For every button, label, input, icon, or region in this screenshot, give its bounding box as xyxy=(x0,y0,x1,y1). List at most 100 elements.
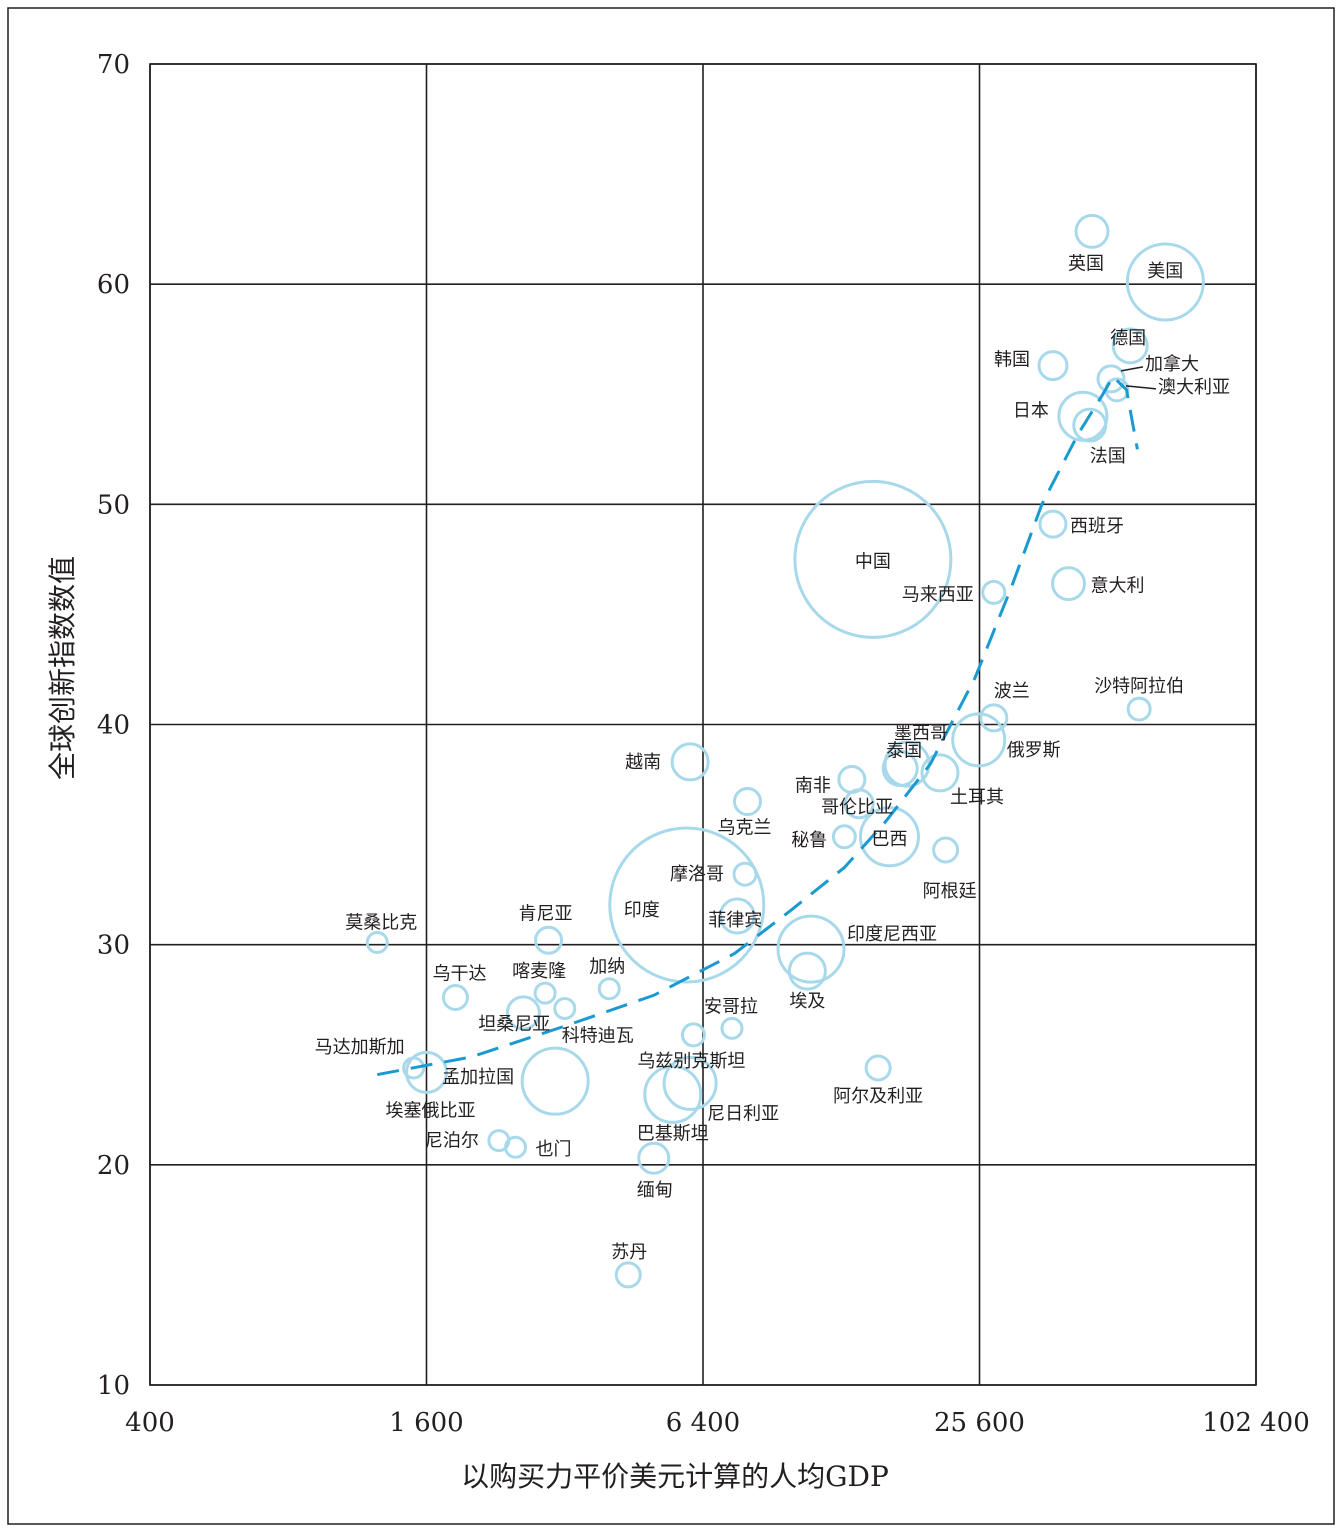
country-label: 莫桑比克 xyxy=(345,913,417,934)
bubble-point xyxy=(1096,364,1126,394)
x-tick-label: 400 xyxy=(125,1408,175,1438)
grid xyxy=(149,63,1257,1386)
y-axis-title: 全球创新指数数值 xyxy=(46,556,79,780)
country-label: 阿尔及利亚 xyxy=(833,1086,923,1107)
country-label: 沙特阿拉伯 xyxy=(1094,676,1184,697)
bubble-point xyxy=(1074,213,1110,249)
country-label: 墨西哥 xyxy=(894,723,948,744)
country-label: 喀麦隆 xyxy=(512,961,566,982)
bubble-point xyxy=(643,1064,703,1124)
bubble-point xyxy=(505,995,541,1031)
country-label: 加纳 xyxy=(589,957,625,978)
country-label: 俄罗斯 xyxy=(1007,740,1061,761)
trend-line-path xyxy=(377,374,1139,1077)
y-tick-label: 40 xyxy=(97,711,130,741)
country-label: 巴西 xyxy=(872,829,908,850)
y-tick-label: 60 xyxy=(97,270,130,300)
country-label: 乌兹别克斯坦 xyxy=(637,1051,745,1072)
country-label: 土耳其 xyxy=(950,787,1004,808)
bubble-point xyxy=(597,977,621,1001)
bubble-point xyxy=(864,1054,892,1082)
country-label: 马达加斯加 xyxy=(315,1037,405,1058)
country-label: 埃塞俄比亚 xyxy=(386,1100,476,1121)
bubble-point xyxy=(1125,242,1205,322)
country-label: 加拿大 xyxy=(1145,353,1199,375)
bubble-point xyxy=(533,981,557,1005)
country-label: 泰国 xyxy=(886,741,922,762)
label-leader-line xyxy=(1125,385,1157,390)
y-tick-label: 70 xyxy=(97,50,130,80)
country-label: 哥伦比亚 xyxy=(821,797,893,818)
x-axis-title: 以购买力平价美元计算的人均GDP xyxy=(461,1460,889,1493)
x-tick-label: 102 400 xyxy=(1202,1408,1310,1438)
bubble-point xyxy=(405,1050,448,1094)
country-label: 中国 xyxy=(855,551,891,572)
country-label: 西班牙 xyxy=(1070,516,1124,537)
country-label: 科特迪瓦 xyxy=(562,1026,634,1047)
bubble-point xyxy=(1051,566,1087,602)
country-label: 波兰 xyxy=(994,681,1030,702)
country-label: 印度 xyxy=(624,900,660,921)
bubbles xyxy=(365,213,1205,1289)
country-label: 澳大利亚 xyxy=(1158,377,1230,398)
bubble-point xyxy=(553,997,577,1021)
bubble-point xyxy=(1072,407,1108,443)
country-label: 马来西亚 xyxy=(902,584,974,605)
country-label: 南非 xyxy=(795,776,831,797)
country-label: 也门 xyxy=(536,1139,572,1160)
x-tick-label: 25 600 xyxy=(934,1408,1025,1438)
bubble-point xyxy=(1126,696,1152,722)
bubble-point xyxy=(670,742,710,782)
country-label: 日本 xyxy=(1013,400,1049,421)
y-tick-label: 10 xyxy=(97,1371,130,1401)
bubble-point xyxy=(881,750,919,788)
tick-labels: 400 1 600 6 400 25 600 102 400 10 20 30 40 50 60 70 xyxy=(97,50,1310,1438)
country-label: 阿根廷 xyxy=(923,881,977,902)
country-label: 英国 xyxy=(1068,253,1104,274)
x-tick-label: 1 600 xyxy=(389,1408,463,1438)
x-tick-label: 6 400 xyxy=(666,1408,740,1438)
country-label: 印度尼西亚 xyxy=(847,924,937,945)
bubble-point xyxy=(733,787,763,817)
country-label: 乌干达 xyxy=(433,964,487,985)
bubble-point xyxy=(831,824,857,850)
figure-frame xyxy=(7,7,1335,1525)
bubble-point xyxy=(365,930,389,954)
country-label: 坦桑尼亚 xyxy=(478,1014,550,1035)
bubble-point xyxy=(843,788,875,820)
bubble-point xyxy=(1111,327,1149,365)
bubble-point xyxy=(981,579,1007,605)
bubble-point xyxy=(920,753,960,793)
bubble-point xyxy=(504,1135,528,1159)
bubble-point xyxy=(776,914,846,984)
country-label: 韩国 xyxy=(994,350,1030,371)
country-label: 摩洛哥 xyxy=(670,864,724,885)
country-label: 秘鲁 xyxy=(791,830,827,851)
bubble-point xyxy=(534,925,564,955)
bubble-point xyxy=(932,836,960,864)
country-label: 德国 xyxy=(1110,328,1146,349)
bubble-point xyxy=(720,1016,744,1040)
country-label: 尼泊尔 xyxy=(425,1131,479,1152)
bubble-point xyxy=(680,1022,706,1048)
country-label: 安哥拉 xyxy=(704,996,758,1017)
bubble-point xyxy=(441,984,469,1012)
country-label: 巴基斯坦 xyxy=(637,1123,709,1144)
country-label: 法国 xyxy=(1090,446,1126,467)
country-label: 乌克兰 xyxy=(718,818,772,839)
bubble-point xyxy=(520,1046,590,1116)
bubble-point xyxy=(793,479,953,639)
label-leader-line xyxy=(1120,366,1144,372)
country-label: 苏丹 xyxy=(611,1242,647,1263)
bubble-point xyxy=(614,1261,642,1289)
bubble-point xyxy=(1037,350,1069,382)
country-label: 肯尼亚 xyxy=(519,903,573,924)
bubble-point xyxy=(718,897,756,935)
bubble-point xyxy=(662,1055,718,1111)
country-label: 缅甸 xyxy=(637,1180,673,1201)
y-tick-label: 50 xyxy=(97,490,130,520)
country-label: 越南 xyxy=(625,752,661,773)
bubble-point xyxy=(1038,509,1068,539)
bubble-point xyxy=(979,703,1009,733)
